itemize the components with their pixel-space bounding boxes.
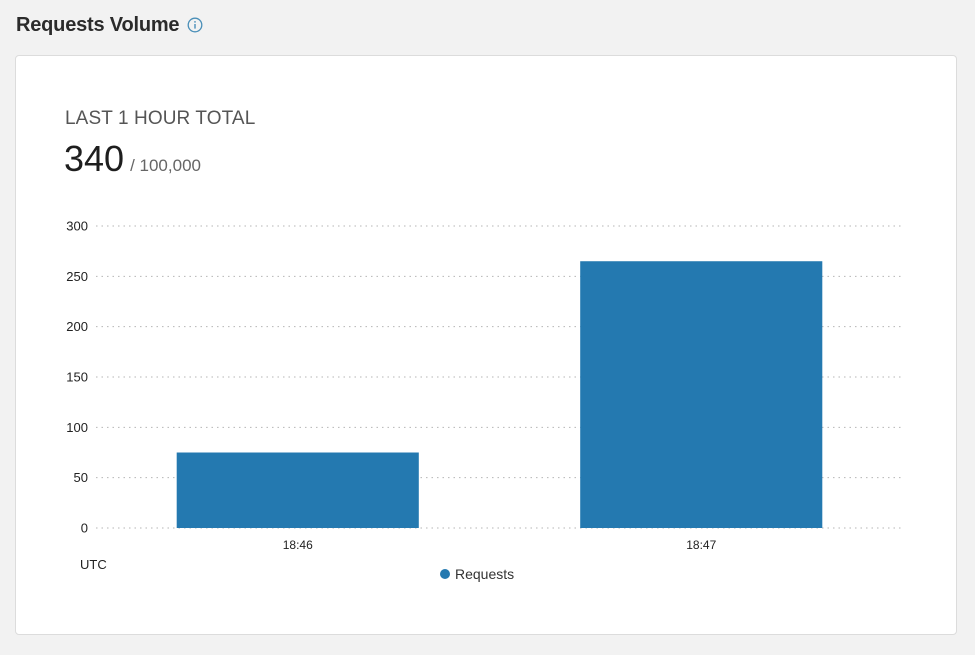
x-tick-label: 18:47 [686, 538, 716, 552]
legend-label: Requests [455, 566, 515, 582]
total-label: LAST 1 HOUR TOTAL [65, 108, 256, 129]
page-header: Requests Volume [16, 12, 203, 38]
x-axis-label: UTC [80, 557, 107, 572]
info-circle-icon[interactable] [187, 17, 203, 33]
total-row: 340 / 100,000 [64, 138, 201, 180]
y-tick-label: 100 [66, 420, 88, 435]
y-tick-label: 250 [66, 269, 88, 284]
y-tick-label: 0 [81, 521, 88, 536]
requests-volume-card: LAST 1 HOUR TOTAL 340 / 100,000 0 50 100 15… [15, 55, 957, 635]
x-tick-label: 18:46 [283, 538, 313, 552]
y-tick-label: 150 [66, 370, 88, 385]
requests-bar-chart: 0 50 100 150 200 250 300 18:46 18:47 [66, 219, 903, 552]
y-tick-label: 50 [74, 470, 88, 485]
total-limit: / 100,000 [130, 156, 201, 175]
legend-swatch [440, 569, 450, 579]
y-tick-label: 200 [66, 319, 88, 334]
bar-18:47[interactable] [580, 261, 823, 528]
total-value: 340 [64, 138, 125, 179]
y-tick-label: 300 [66, 219, 88, 234]
page-title: Requests Volume [16, 13, 180, 36]
chart-legend[interactable]: Requests [440, 566, 514, 582]
bar-18:46[interactable] [176, 452, 419, 529]
